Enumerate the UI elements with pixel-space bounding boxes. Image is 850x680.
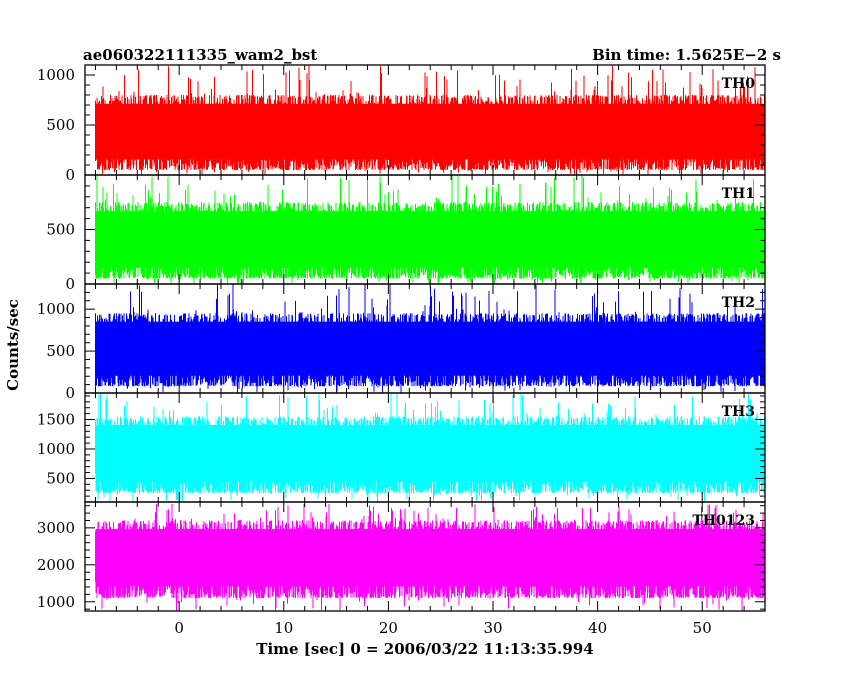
y-tick-label: 0	[65, 384, 75, 402]
x-tick-label: 0	[174, 619, 184, 637]
y-tick-label: 0	[65, 275, 75, 293]
chart-title: ae060322111335_wam2_bst	[83, 46, 317, 64]
y-tick-label: 1000	[37, 300, 75, 318]
panel-th2: 0 500 1000 TH2	[37, 283, 766, 402]
panel-tag-th1: TH1	[722, 186, 755, 202]
y-tick-label: 0	[65, 166, 75, 184]
series-core-th2	[95, 321, 765, 376]
y-tick-label: 2000	[37, 556, 75, 574]
x-tick-label: 50	[693, 619, 712, 637]
y-tick-label: 1000	[37, 66, 75, 84]
panel-tag-th0123: TH0123	[692, 513, 755, 529]
panel-tag-th0: TH0	[722, 76, 756, 92]
panel-th3: 500 1000 1500 TH3	[37, 392, 766, 503]
panel-th0123: 1000 2000 3000 TH0123	[37, 501, 766, 612]
x-tick-label: 20	[379, 619, 398, 637]
panel-tag-th2: TH2	[722, 295, 755, 311]
bin-time-label: Bin time: 1.5625E−2 s	[592, 46, 781, 64]
series-core-th0	[95, 103, 765, 160]
y-tick-label: 1000	[37, 440, 75, 458]
panel-tag-th3: TH3	[722, 404, 755, 420]
y-tick-label: 3000	[37, 519, 75, 537]
y-tick-label: 500	[46, 342, 75, 360]
x-tick-label: 40	[588, 619, 607, 637]
y-tick-label: 1500	[37, 411, 75, 429]
series-core-th0123	[95, 529, 765, 587]
x-axis-label: Time [sec] 0 = 2006/03/22 11:13:35.994	[256, 640, 593, 658]
y-tick-label: 1000	[37, 593, 75, 611]
panel-th0: 0 500 1000 TH0	[37, 64, 766, 184]
series-core-th3	[95, 424, 765, 482]
panel-frame	[84, 501, 766, 612]
y-tick-label: 500	[46, 116, 75, 134]
y-axis-label: Counts/sec	[4, 299, 22, 391]
y-tick-label: 500	[46, 221, 75, 239]
x-tick-label: 30	[483, 619, 502, 637]
x-tick-label: 10	[274, 619, 293, 637]
y-tick-label: 500	[46, 469, 75, 487]
panel-th1: 0 500 TH1	[46, 174, 766, 293]
series-core-th1	[95, 211, 765, 268]
